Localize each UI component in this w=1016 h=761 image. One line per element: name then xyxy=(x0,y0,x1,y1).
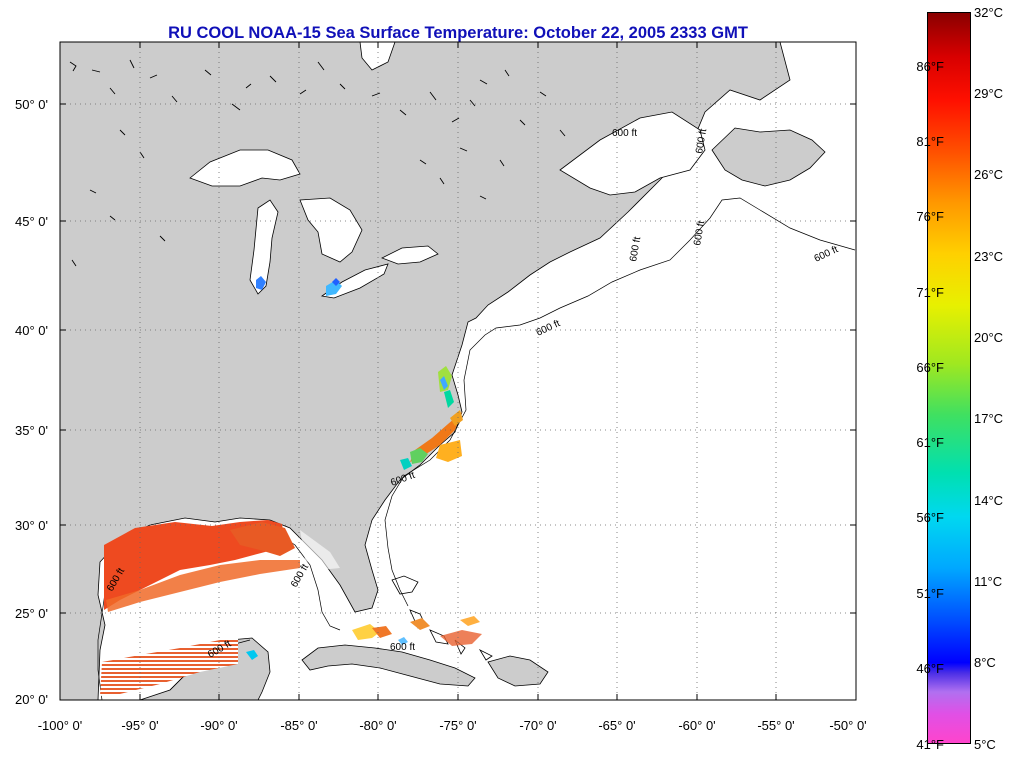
fahrenheit-label: 71°F xyxy=(916,285,944,300)
lon-label: -65° 0' xyxy=(598,718,636,733)
lon-label: -80° 0' xyxy=(359,718,397,733)
svg-text:600 ft: 600 ft xyxy=(694,128,709,155)
map-title: RU COOL NOAA-15 Sea Surface Temperature:… xyxy=(168,24,748,42)
lake-huron xyxy=(299,197,363,263)
cuba-land xyxy=(301,644,476,687)
small-lakes xyxy=(69,59,566,267)
lon-label: -50° 0' xyxy=(829,718,867,733)
lat-label: 45° 0' xyxy=(15,214,48,229)
lake-michigan xyxy=(249,199,279,295)
hudson-bay-edge xyxy=(359,42,396,71)
svg-text:600 ft: 600 ft xyxy=(692,220,707,247)
celsius-label: 17°C xyxy=(974,411,1004,426)
celsius-label: 26°C xyxy=(974,167,1004,182)
gulf-of-st-lawrence xyxy=(559,111,706,196)
celsius-label: 32°C xyxy=(974,5,1004,20)
svg-text:600 ft: 600 ft xyxy=(612,128,637,139)
celsius-label: 5°C xyxy=(974,737,996,752)
sst-gulf-of-mexico xyxy=(100,520,340,696)
fahrenheit-label: 76°F xyxy=(916,209,944,224)
isobath-600ft xyxy=(384,197,856,607)
fahrenheit-label: 81°F xyxy=(916,134,944,149)
celsius-label: 23°C xyxy=(974,249,1004,264)
fahrenheit-label: 51°F xyxy=(916,586,944,601)
fahrenheit-label: 61°F xyxy=(916,435,944,450)
lon-label: -60° 0' xyxy=(678,718,716,733)
fahrenheit-label: 66°F xyxy=(916,360,944,375)
svg-text:600 ft: 600 ft xyxy=(390,642,415,653)
lat-label: 20° 0' xyxy=(15,692,48,707)
hispaniola-land xyxy=(487,655,549,687)
celsius-label: 29°C xyxy=(974,86,1004,101)
sst-gulf-stream xyxy=(400,366,463,470)
celsius-label: 20°C xyxy=(974,330,1004,345)
lon-label: -75° 0' xyxy=(439,718,477,733)
lon-label: -95° 0' xyxy=(121,718,159,733)
celsius-label: 8°C xyxy=(974,655,996,670)
celsius-label: 11°C xyxy=(974,574,1003,589)
sst-great-lakes xyxy=(256,276,342,296)
lon-label: -55° 0' xyxy=(757,718,795,733)
lon-label: -90° 0' xyxy=(200,718,238,733)
newfoundland-land xyxy=(711,127,826,187)
svg-text:600 ft: 600 ft xyxy=(628,236,643,263)
lat-label: 30° 0' xyxy=(15,518,48,533)
lat-label: 35° 0' xyxy=(15,423,48,438)
lon-label: -85° 0' xyxy=(280,718,318,733)
fahrenheit-label: 46°F xyxy=(916,661,944,676)
lon-label: -70° 0' xyxy=(519,718,557,733)
celsius-label: 14°C xyxy=(974,493,1004,508)
lon-label: -100° 0' xyxy=(37,718,83,733)
lat-label: 40° 0' xyxy=(15,323,48,338)
fahrenheit-label: 86°F xyxy=(916,59,944,74)
lake-superior xyxy=(189,149,301,187)
sst-caribbean xyxy=(352,616,482,646)
lat-label: 50° 0' xyxy=(15,97,48,112)
temperature-colorbar xyxy=(927,12,971,744)
lake-ontario xyxy=(381,245,439,265)
axis-ticks xyxy=(60,42,856,700)
lat-label: 25° 0' xyxy=(15,606,48,621)
fahrenheit-label: 41°F xyxy=(916,737,944,752)
fahrenheit-label: 56°F xyxy=(916,510,944,525)
